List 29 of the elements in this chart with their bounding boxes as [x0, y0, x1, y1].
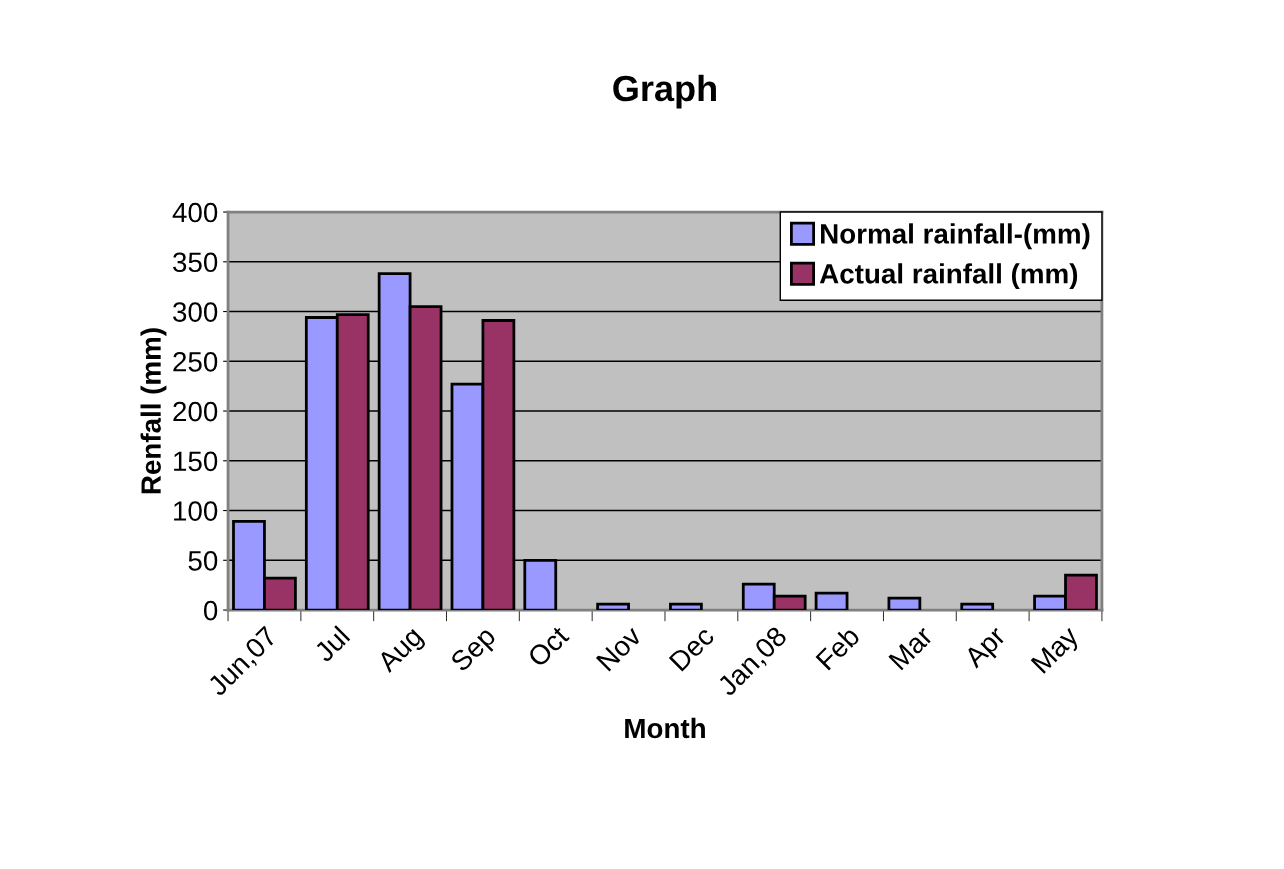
chart-title: Graph	[613, 74, 716, 109]
x-tick-label: Dec	[668, 625, 716, 672]
y-tick-label: 400	[172, 202, 218, 223]
y-tick-label: 150	[174, 451, 218, 472]
x-tick-label: Mar	[888, 624, 934, 671]
bar	[887, 596, 922, 611]
y-tick-label: 0	[203, 600, 218, 621]
y-tick-label: 250	[173, 351, 218, 372]
legend-label: Actual rainfall (mm)	[819, 263, 1078, 290]
x-tick-label: Sep	[449, 625, 501, 677]
x-tick-label: May	[1030, 624, 1084, 678]
y-tick-label: 300	[173, 302, 218, 322]
x-tick-label: Feb	[814, 624, 861, 671]
x-tick-label: Apr	[962, 624, 1011, 673]
y-tick-label: 350	[173, 252, 218, 273]
x-tick-label: Jul	[312, 625, 351, 664]
bar	[596, 602, 630, 611]
x-tick-label: Oct	[526, 624, 571, 668]
x-tick-label: Nov	[595, 624, 643, 672]
legend-label: Normal rainfall-(mm)	[821, 223, 1090, 250]
bar	[669, 602, 703, 611]
y-axis-title: Renfall (mm)	[140, 328, 167, 494]
y-tick-label: 200	[173, 401, 218, 422]
bar	[960, 602, 995, 611]
x-axis-title: Month	[625, 717, 705, 739]
bar	[814, 591, 849, 611]
y-tick-label: 100	[174, 501, 218, 521]
x-tick-label: Aug	[375, 625, 428, 678]
y-tick-label: 50	[188, 550, 218, 571]
